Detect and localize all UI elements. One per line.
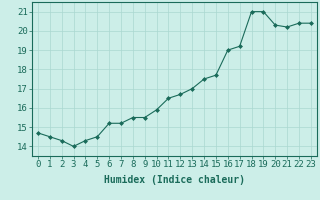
X-axis label: Humidex (Indice chaleur): Humidex (Indice chaleur) (104, 175, 245, 185)
